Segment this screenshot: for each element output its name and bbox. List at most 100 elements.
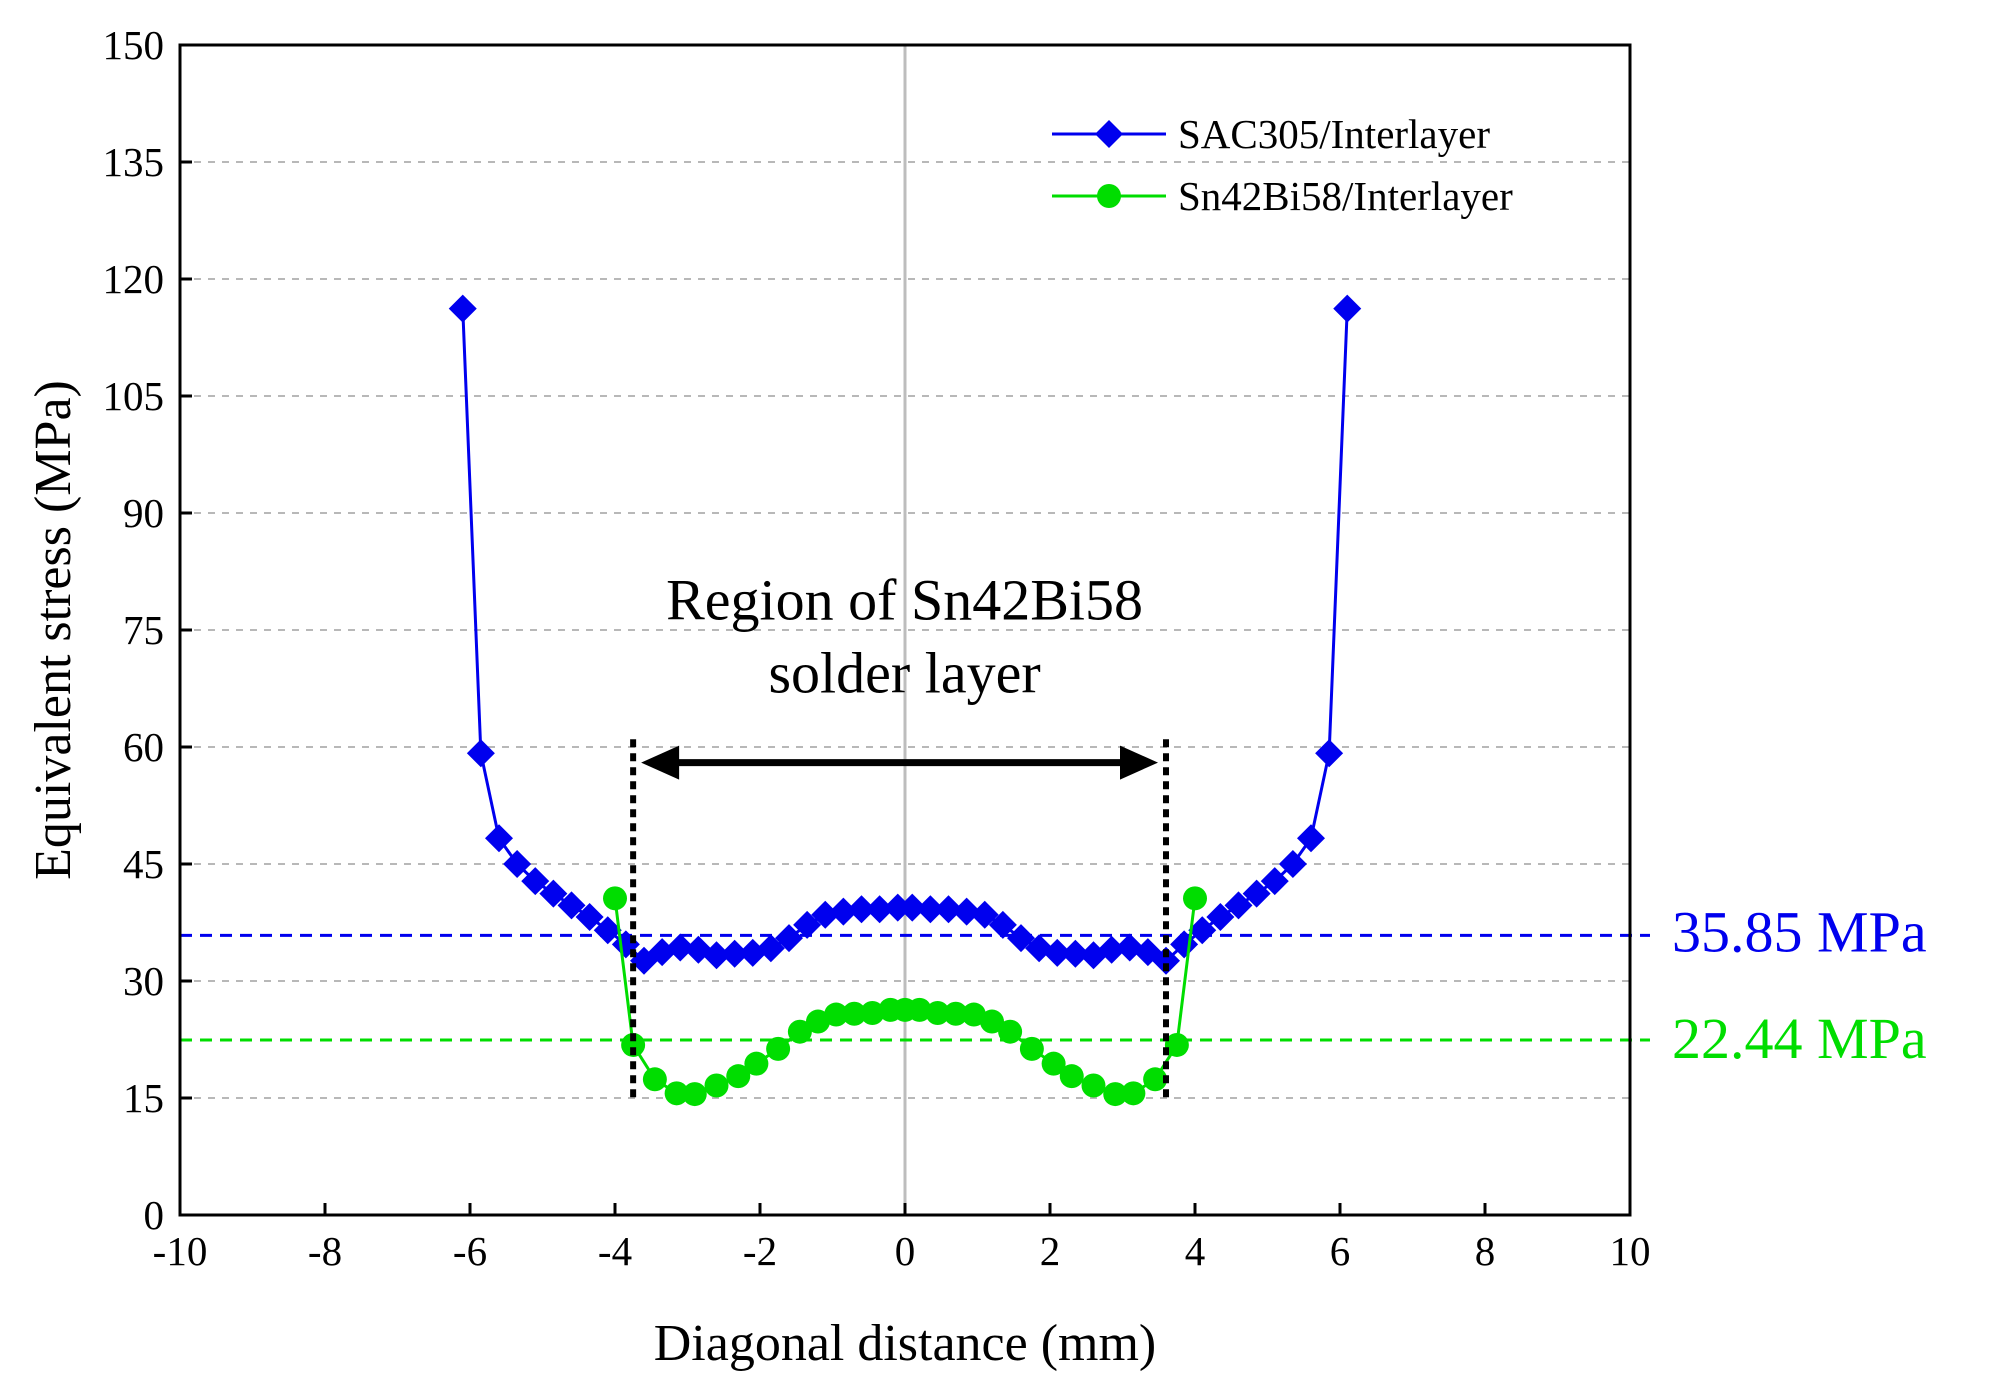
reference-label-1: 22.44 MPa (1672, 1006, 1927, 1071)
series-1-point (664, 1081, 689, 1106)
series-1-point (787, 1019, 812, 1044)
series-0-point (793, 910, 822, 939)
region-label-line1: Region of Sn42Bi58 (666, 568, 1143, 633)
series-0-point (988, 910, 1017, 939)
series-0-point (1007, 924, 1035, 953)
series-1-point (860, 1000, 885, 1025)
series-1-point (1143, 1067, 1168, 1092)
y-tick-label: 15 (123, 1075, 164, 1121)
series-0-point (775, 924, 803, 953)
y-tick-label: 30 (123, 958, 164, 1004)
x-tick-label: 8 (1475, 1228, 1496, 1274)
series-1-point (925, 1000, 950, 1025)
reference-lines: 35.85 MPa 22.44 MPa (180, 899, 1927, 1071)
series-1-point (1019, 1036, 1044, 1061)
series-1-point (766, 1036, 791, 1061)
series-1-point (726, 1064, 751, 1089)
y-axis-title: Equivalent stress (MPa) (25, 380, 82, 880)
y-tick-label: 135 (103, 139, 165, 185)
series-0-point (1188, 916, 1217, 945)
x-tick-label: 10 (1610, 1228, 1651, 1274)
series-0-point (448, 294, 477, 323)
legend: SAC305/Interlayer Sn42Bi58/Interlayer (1052, 111, 1513, 219)
series-1-point (980, 1009, 1004, 1034)
series-1-point (1121, 1081, 1146, 1106)
series-1-point (806, 1009, 830, 1034)
region-label-line2: solder layer (768, 641, 1040, 706)
series-0-point (1206, 903, 1235, 932)
legend-label-1: Sn42Bi58/Interlayer (1178, 173, 1513, 219)
series-0-point (1297, 824, 1325, 853)
region-arrow-left-head (641, 745, 680, 780)
series-1-point (603, 886, 627, 911)
series-0-point (1224, 891, 1253, 920)
series-0-point (503, 850, 532, 878)
x-tick-label: -2 (743, 1228, 777, 1274)
x-tick-label: 6 (1330, 1228, 1351, 1274)
series-1-point (1081, 1073, 1106, 1098)
series-0-point (898, 893, 927, 922)
legend-marker-diamond (1095, 120, 1123, 148)
series-1-point (744, 1051, 769, 1076)
series-0-point (865, 895, 894, 924)
y-tick-label: 105 (103, 373, 165, 419)
x-tick-label: -10 (153, 1228, 208, 1274)
series-0-point (952, 897, 981, 926)
series-0-point (702, 941, 731, 970)
series-1-point (642, 1067, 667, 1092)
x-tick-label: -8 (308, 1228, 342, 1274)
series-1-point (961, 1002, 986, 1027)
series-0-point (1061, 939, 1090, 968)
series-0-point (1260, 867, 1289, 896)
series-1-point (682, 1082, 707, 1107)
series-0-point (934, 895, 963, 924)
series-0-point (1278, 850, 1307, 878)
series-0-point (1043, 938, 1072, 967)
series-0-point (666, 933, 695, 962)
legend-label-0: SAC305/Interlayer (1178, 111, 1490, 157)
y-tick-label: 60 (123, 724, 164, 770)
legend-marker-circle (1097, 184, 1121, 208)
y-tick-label: 150 (103, 22, 165, 68)
x-tick-label: -4 (598, 1228, 632, 1274)
y-tick-label: 120 (103, 256, 165, 302)
solder-region-annotation: Region of Sn42Bi58 solder layer (630, 568, 1169, 1098)
series-1-point (907, 997, 932, 1022)
series-0-point (970, 900, 999, 929)
series-0-point (1333, 294, 1362, 323)
data-series (448, 294, 1362, 1107)
series-0-point (847, 895, 876, 924)
y-tick-label: 75 (123, 607, 164, 653)
axis-ticks: -10 -8 -6 -4 -2 0 2 4 6 8 10 0 15 30 45 60 75 90 105 120 135… (103, 22, 1651, 1274)
x-tick-label: 2 (1040, 1228, 1061, 1274)
series-0-point (1242, 879, 1271, 908)
series-0-point (593, 916, 622, 945)
series-1-point (824, 1002, 849, 1027)
series-1-point (842, 1001, 867, 1026)
series-1-point (998, 1019, 1023, 1044)
series-1-point (621, 1032, 646, 1057)
gridlines (180, 161, 1630, 1099)
series-1-point (1103, 1082, 1128, 1107)
x-tick-label: 4 (1185, 1228, 1206, 1274)
series-1-point (1059, 1064, 1084, 1089)
series-0-point (1315, 739, 1344, 768)
series-0-point (829, 897, 858, 926)
y-tick-label: 0 (144, 1192, 165, 1238)
x-tick-label: 0 (895, 1228, 916, 1274)
series-0-point (1097, 935, 1126, 964)
series-0-point (1152, 946, 1180, 975)
series-1-point (1164, 1032, 1189, 1057)
series-0-point (811, 900, 840, 929)
series-0-point (466, 739, 495, 768)
series-0-point (539, 879, 568, 908)
series-1-point (943, 1001, 968, 1026)
series-0-point (575, 903, 604, 932)
x-tick-label: -6 (453, 1228, 487, 1274)
y-tick-label: 90 (123, 490, 164, 536)
series-0-point (557, 891, 586, 920)
y-tick-label: 45 (123, 841, 164, 887)
series-0-point (756, 934, 785, 963)
series-0-point (521, 867, 550, 896)
